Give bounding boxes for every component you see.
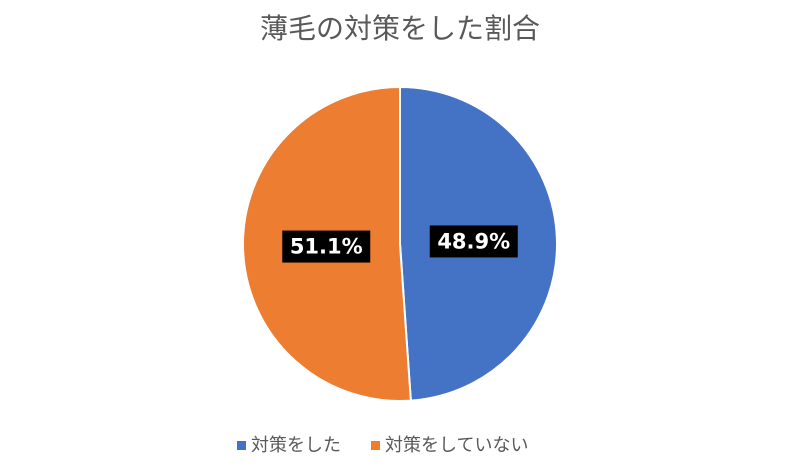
data-label: 51.1%: [290, 235, 363, 259]
data-label-box: [282, 230, 371, 263]
legend-swatch: [371, 441, 380, 450]
legend-label: 対策をしていない: [385, 435, 528, 456]
legend-label: 対策をした: [251, 435, 341, 456]
data-label: 48.9%: [437, 229, 510, 253]
chart-title: 薄毛の対策をした割合: [260, 12, 540, 45]
legend-swatch: [237, 441, 246, 450]
data-label-box: [429, 225, 518, 258]
